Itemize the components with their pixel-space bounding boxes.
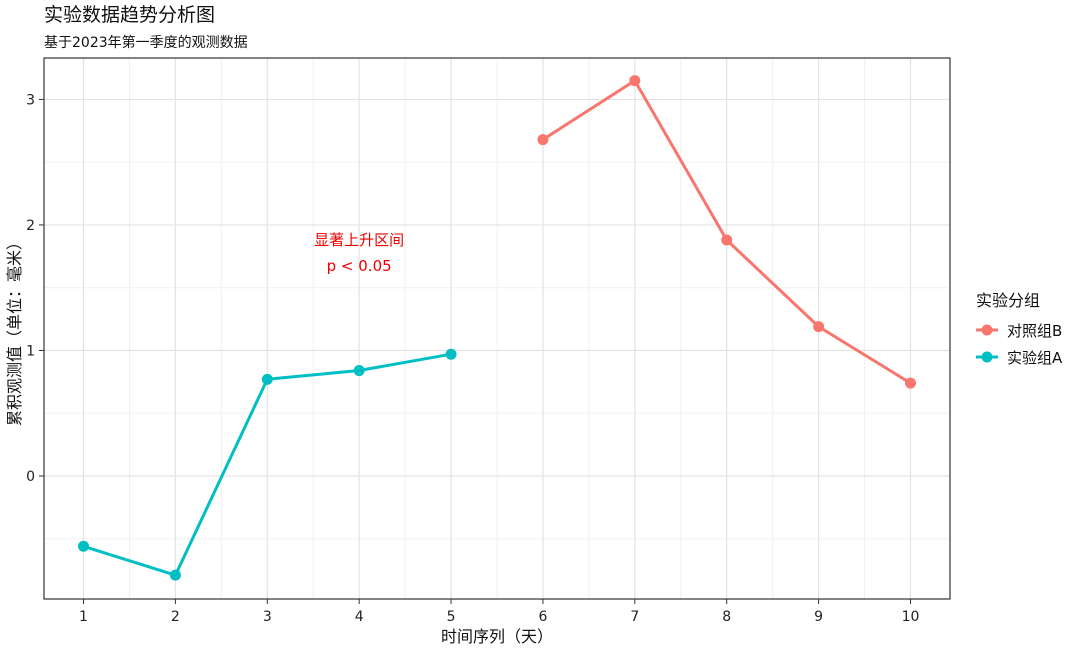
legend: 实验分组 对照组B 实验组A: [976, 291, 1063, 367]
x-tick-label: 5: [447, 609, 456, 625]
y-axis-title: 累积观测值（单位：毫米）: [5, 234, 24, 426]
plot-border: [43, 57, 951, 600]
x-tick-label: 4: [355, 609, 364, 625]
x-tick-label: 1: [79, 609, 88, 625]
x-axis-ticks: 1 2 3 4 5 6 7 8 9 10: [79, 599, 919, 625]
data-point: [169, 569, 181, 581]
chart-subtitle: 基于2023年第一季度的观测数据: [44, 34, 248, 51]
y-axis-ticks: 0 1 2 3: [26, 92, 44, 485]
legend-key-point: [981, 351, 993, 363]
legend-label: 对照组B: [1007, 322, 1062, 340]
y-tick-label: 0: [26, 469, 35, 485]
data-point: [445, 348, 457, 360]
x-tick-label: 9: [814, 609, 823, 625]
data-point: [813, 321, 825, 333]
data-point: [721, 234, 733, 246]
data-point: [78, 540, 90, 552]
x-tick-label: 3: [263, 609, 272, 625]
data-point: [537, 134, 549, 146]
x-tick-label: 10: [902, 609, 920, 625]
x-tick-label: 6: [538, 609, 547, 625]
y-tick-label: 1: [26, 343, 35, 359]
legend-title: 实验分组: [976, 291, 1040, 310]
data-point: [629, 75, 641, 87]
x-tick-label: 7: [630, 609, 639, 625]
data-point: [353, 365, 365, 377]
grid-minor: [44, 58, 950, 599]
x-tick-label: 8: [722, 609, 731, 625]
x-tick-label: 2: [171, 609, 180, 625]
legend-label: 实验组A: [1007, 349, 1063, 367]
legend-key-point: [981, 324, 993, 336]
data-point: [904, 377, 916, 389]
data-point: [261, 373, 273, 385]
chart-title: 实验数据趋势分析图: [44, 4, 215, 26]
annotation-line-1: 显著上升区间: [314, 231, 404, 249]
x-axis-title: 时间序列（天）: [441, 627, 553, 646]
annotation-line-2: p < 0.05: [327, 257, 392, 275]
y-tick-label: 3: [26, 92, 35, 108]
y-tick-label: 2: [26, 218, 35, 234]
legend-items: 对照组B 实验组A: [976, 322, 1063, 367]
series-layer: [78, 75, 916, 581]
